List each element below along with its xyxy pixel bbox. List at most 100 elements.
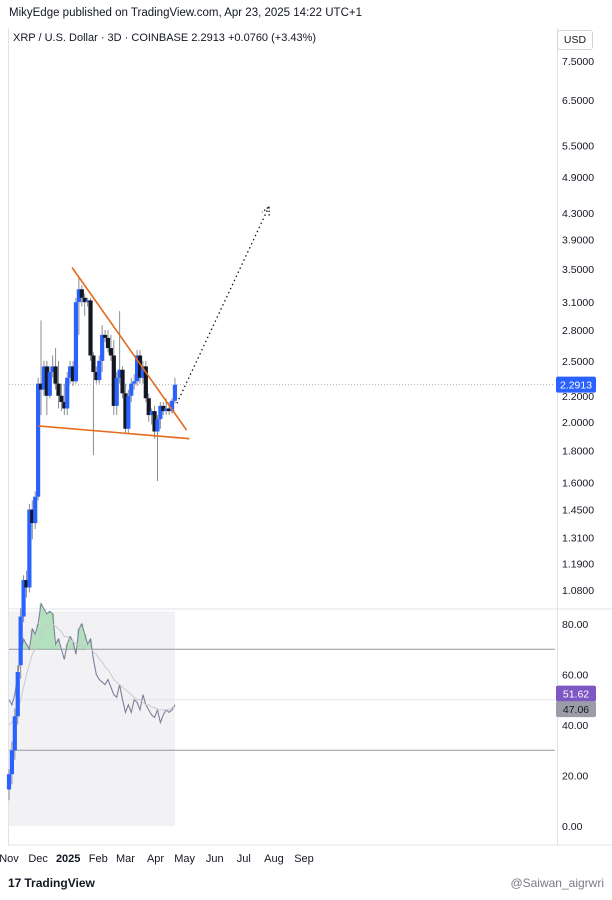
tradingview-logo-text: TradingView	[24, 876, 95, 890]
candle-body	[82, 297, 87, 303]
candle-body	[105, 337, 111, 349]
price-tick-label: 1.6000	[562, 478, 594, 490]
rsi-tick-label: 80.00	[562, 619, 588, 631]
projection-arrow-line	[176, 206, 270, 404]
candle-body	[44, 366, 49, 396]
chart-header: MikyEdge published on TradingView.com, A…	[0, 0, 612, 28]
candle-body	[149, 411, 154, 416]
candle-body	[36, 383, 41, 497]
rsi-tick-label: 60.00	[562, 670, 588, 682]
candle-body	[120, 369, 125, 394]
candles-layer	[6, 276, 178, 801]
rsi-tick-label: 40.00	[562, 720, 588, 732]
candle-body	[134, 355, 140, 382]
time-tick-label: 2025	[56, 853, 80, 865]
rsi-tick-label: 0.00	[562, 821, 583, 833]
candle-body	[126, 395, 131, 429]
rsi-value-badge-box	[556, 685, 596, 702]
price-tick-label: 1.3100	[562, 532, 594, 544]
candle-body	[85, 300, 90, 303]
price-tick-label: 4.9000	[562, 172, 594, 184]
candle-body	[79, 289, 84, 298]
rsi-ma-badge: 47.06	[563, 704, 589, 716]
candle-body	[47, 372, 52, 396]
candle-body	[146, 398, 151, 416]
watermark-text: @Saiwan_aigrwri	[510, 876, 604, 890]
time-tick-label: Feb	[89, 853, 108, 865]
candle-body	[137, 355, 143, 378]
price-tick-label: 2.0000	[562, 417, 594, 429]
lower-trendline	[38, 425, 190, 440]
rsi-axis[interactable]: 80.00 60.00 40.00 20.00 0.00	[562, 619, 588, 833]
time-axis[interactable]: Nov Dec 2025 Feb Mar Apr May Jun Jul Aug Sep	[0, 853, 314, 865]
publish-info: MikyEdge published on TradingView.com, A…	[9, 7, 362, 19]
tradingview-logo-icon: 17	[8, 876, 22, 890]
candle-body	[70, 366, 76, 382]
candle-body	[94, 372, 99, 381]
candle-body	[132, 381, 137, 384]
rsi-tick-label: 20.00	[562, 771, 588, 783]
time-tick-label: Mar	[116, 853, 135, 865]
candle-body	[18, 616, 23, 666]
candle-body	[12, 716, 17, 751]
candle-body	[24, 580, 29, 588]
candle-body	[102, 334, 108, 338]
price-tick-label: 6.5000	[562, 95, 594, 107]
candle-body	[123, 393, 128, 429]
time-tick-label: Dec	[28, 853, 48, 865]
symbol-info-line[interactable]: XRP / U.S. Dollar · 3D · COINBASE 2.2913…	[13, 32, 317, 44]
candle-body	[117, 369, 122, 378]
candle-body	[100, 334, 105, 361]
axis-badges: 2.2913 51.62 47.06	[556, 376, 596, 718]
candle-body	[158, 405, 163, 420]
candle-body	[152, 411, 157, 432]
chart-svg[interactable]: 7.5000 6.5000 5.5000 4.9000 4.3000 3.9000 3.50…	[0, 0, 612, 880]
price-tick-label: 1.4500	[562, 505, 594, 517]
projection-arrow-head	[261, 205, 270, 216]
candle-body	[38, 383, 44, 390]
time-tick-label: Jul	[237, 853, 251, 865]
rsi-value-badge: 51.62	[563, 689, 589, 701]
candle-body	[6, 774, 12, 790]
tradingview-logo[interactable]: 17 TradingView	[8, 876, 95, 890]
chart-frame	[8, 28, 558, 846]
price-tick-label: 2.5000	[562, 356, 594, 368]
upper-trendline	[71, 267, 188, 431]
price-tick-label: 1.8000	[562, 446, 594, 458]
last-price-badge-box	[556, 376, 596, 393]
candle-body	[143, 366, 148, 399]
currency-button[interactable]: USD	[557, 30, 593, 50]
price-tick-label: 4.3000	[562, 208, 594, 220]
price-tick-label: 1.0800	[562, 585, 594, 597]
time-tick-label: Aug	[264, 853, 284, 865]
candle-body	[53, 366, 58, 384]
candle-body	[114, 377, 119, 406]
candle-body	[155, 419, 160, 432]
price-tick-label: 3.9000	[562, 235, 594, 247]
candle-body	[68, 366, 73, 378]
candle-body	[41, 366, 47, 390]
time-tick-label: Apr	[147, 853, 164, 865]
price-tick-label: 2.8000	[562, 325, 594, 337]
candle-body	[167, 408, 172, 412]
grid-lines	[9, 384, 612, 846]
time-tick-label: Sep	[294, 853, 314, 865]
price-tick-label: 2.2000	[562, 391, 594, 403]
candle-body	[91, 355, 96, 373]
candle-body	[73, 302, 79, 382]
last-price-badge: 2.2913	[560, 380, 592, 392]
candle-body	[50, 366, 55, 373]
price-axis[interactable]: 7.5000 6.5000 5.5000 4.9000 4.3000 3.9000 3.50…	[562, 56, 594, 597]
rsi-ma-line	[8, 623, 175, 726]
candle-body	[161, 405, 166, 412]
time-tick-label: May	[174, 853, 195, 865]
candle-body	[164, 408, 169, 412]
candle-body	[62, 402, 67, 409]
candle-body	[65, 377, 70, 409]
candle-body	[172, 384, 178, 401]
price-tick-label: 3.1000	[562, 297, 594, 309]
price-tick-label: 1.1900	[562, 559, 594, 571]
rsi-panel	[8, 602, 555, 826]
rsi-line	[8, 602, 176, 725]
candle-body	[30, 509, 35, 524]
